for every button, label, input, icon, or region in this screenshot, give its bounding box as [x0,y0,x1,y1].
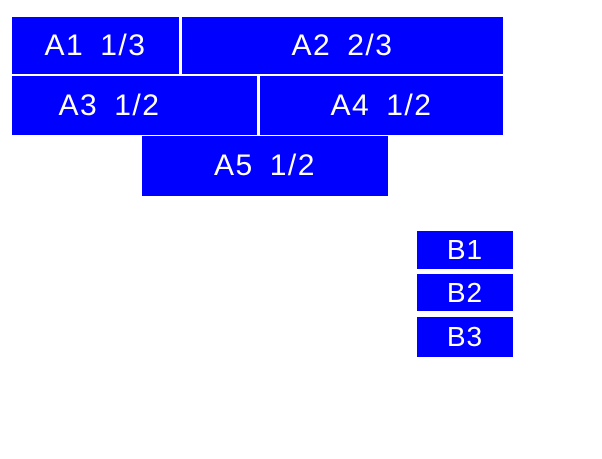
box-a5: A5 1/2 [142,136,388,196]
box-a2-label: A2 [291,28,332,62]
box-b3: B3 [417,317,513,357]
box-b2-label: B2 [446,276,484,308]
box-a1-label: A1 [44,28,85,62]
box-a3: A3 1/2 [12,76,257,135]
box-a2: A2 2/3 [182,17,503,74]
box-a5-label: A5 [214,149,254,182]
box-a4-label: A4 [330,88,371,122]
box-b3-label: B3 [446,321,484,352]
box-a1-fraction: 1/3 [100,28,147,62]
box-a4: A4 1/2 [260,76,503,135]
box-a1: A1 1/3 [12,17,179,74]
box-b1: B1 [417,231,513,269]
box-a2-fraction: 2/3 [347,28,394,62]
box-b2: B2 [417,274,513,311]
box-a4-fraction: 1/2 [386,88,433,122]
box-a3-fraction: 1/2 [114,88,161,122]
box-a3-label: A3 [58,88,99,122]
box-b1-label: B1 [446,234,484,265]
box-a5-fraction: 1/2 [269,149,316,182]
